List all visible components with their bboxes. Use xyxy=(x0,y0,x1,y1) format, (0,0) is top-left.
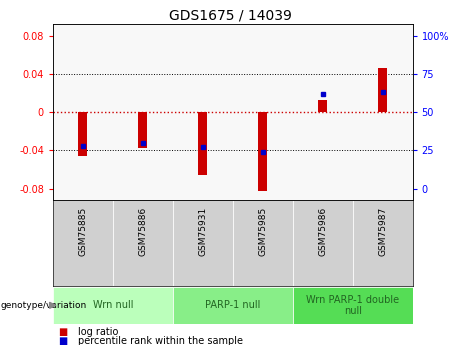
Text: ■: ■ xyxy=(58,327,67,337)
Bar xyxy=(353,200,413,286)
Text: GSM75885: GSM75885 xyxy=(78,207,88,256)
Text: GSM75886: GSM75886 xyxy=(138,207,148,256)
Text: GSM75986: GSM75986 xyxy=(318,207,327,256)
Bar xyxy=(318,100,327,112)
Text: PARP-1 null: PARP-1 null xyxy=(205,300,260,310)
Text: percentile rank within the sample: percentile rank within the sample xyxy=(78,336,243,345)
Text: GSM75987: GSM75987 xyxy=(378,207,387,256)
Text: log ratio: log ratio xyxy=(78,327,119,337)
Bar xyxy=(53,200,113,286)
Text: Wrn PARP-1 double
null: Wrn PARP-1 double null xyxy=(306,295,399,316)
Text: ■: ■ xyxy=(58,336,67,345)
Text: GSM75931: GSM75931 xyxy=(198,207,207,256)
Bar xyxy=(173,287,293,324)
Bar xyxy=(233,200,293,286)
Bar xyxy=(293,200,353,286)
Bar xyxy=(78,112,88,156)
Bar xyxy=(53,287,173,324)
Text: GDS1675 / 14039: GDS1675 / 14039 xyxy=(169,9,292,23)
Bar xyxy=(198,112,207,175)
Bar xyxy=(293,287,413,324)
Text: Wrn null: Wrn null xyxy=(93,300,133,310)
Bar xyxy=(113,200,173,286)
Text: GSM75985: GSM75985 xyxy=(258,207,267,256)
Bar xyxy=(378,68,387,112)
Bar xyxy=(258,112,267,191)
Text: genotype/variation: genotype/variation xyxy=(0,301,87,310)
Bar xyxy=(138,112,148,148)
Bar xyxy=(173,200,233,286)
